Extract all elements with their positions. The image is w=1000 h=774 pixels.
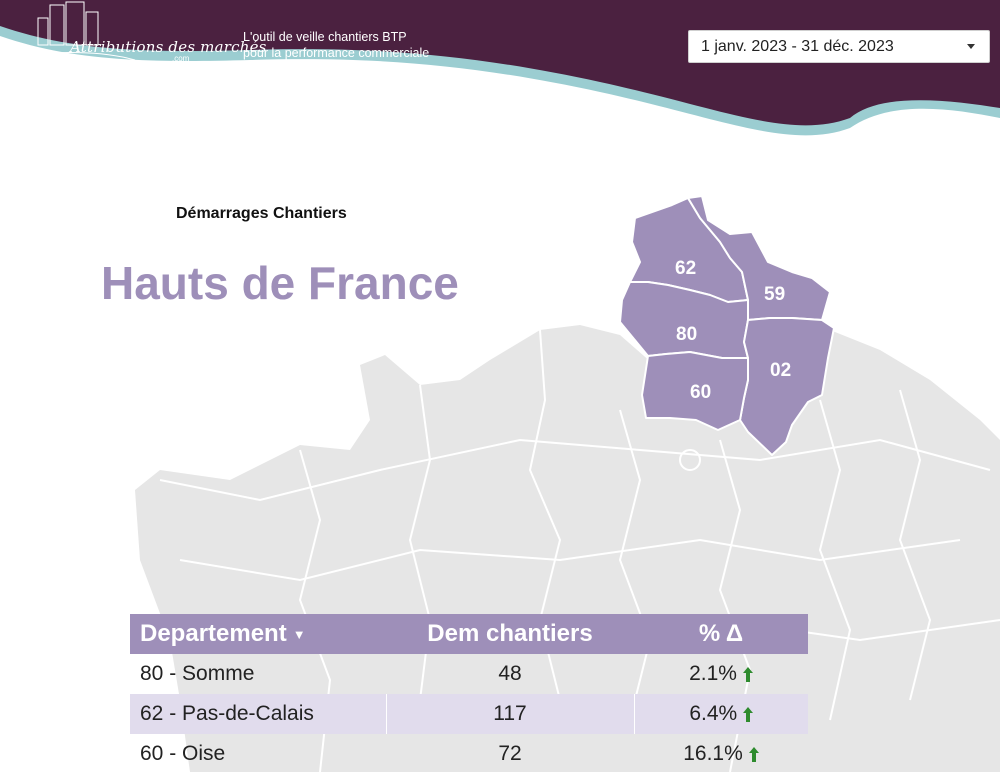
column-header-label: Dem chantiers: [427, 620, 593, 647]
table-header-row: Departement ▼ Dem chantiers % Δ: [130, 614, 808, 654]
trend-up-arrow-icon: [748, 746, 759, 762]
date-range-selector[interactable]: 1 janv. 2023 - 31 déc. 2023: [688, 30, 990, 63]
column-header-label: % Δ: [698, 620, 744, 647]
dept-label-59: 59: [764, 284, 785, 305]
departments-table: Departement ▼ Dem chantiers % Δ 80 - Somm…: [130, 614, 808, 774]
cell-pct-delta: 2.1%: [634, 654, 808, 694]
tagline-line: et prescriptrice: [243, 62, 325, 76]
cell-pct-delta: 16.1%: [634, 734, 808, 774]
dept-label-80: 80: [676, 324, 697, 345]
cell-departement: 60 - Oise: [140, 742, 226, 765]
column-header-label: Departement: [140, 620, 287, 647]
cell-departement: 62 - Pas-de-Calais: [130, 694, 386, 734]
cell-departement: 80 - Somme: [140, 662, 255, 685]
app-header: Attributions des marchés .com L'outil de…: [0, 0, 1000, 140]
pct-value: 6.4%: [689, 702, 738, 725]
tagline-line: pour la performance commerciale: [243, 46, 430, 60]
column-header-departement[interactable]: Departement ▼: [130, 614, 386, 654]
dept-label-62: 62: [675, 258, 696, 279]
dept-02-shape[interactable]: [739, 317, 835, 456]
dropdown-caret-icon: [967, 44, 975, 49]
date-range-value: 1 janv. 2023 - 31 déc. 2023: [701, 37, 894, 55]
dept-60-shape[interactable]: [641, 351, 749, 431]
region-title: Hauts de France: [101, 257, 459, 309]
trend-up-arrow-icon: [743, 706, 754, 722]
sort-down-icon[interactable]: ▼: [292, 627, 306, 643]
cell-pct-delta: 6.4%: [633, 694, 808, 734]
logo-text: Attributions des marchés: [70, 38, 267, 56]
cell-dem-chantiers: 48: [498, 662, 522, 685]
table-row[interactable]: 62 - Pas-de-Calais 117 6.4%: [130, 694, 808, 734]
tagline-line: L'outil de veille chantiers BTP: [243, 30, 407, 44]
table-row[interactable]: 60 - Oise 72 16.1%: [130, 734, 808, 774]
column-header-pct-delta[interactable]: % Δ: [634, 614, 808, 654]
tagline: L'outil de veille chantiers BTP pour la …: [243, 29, 483, 77]
dept-label-60: 60: [690, 382, 711, 403]
column-header-dem-chantiers[interactable]: Dem chantiers: [386, 614, 634, 654]
logo-subtext: .com: [172, 54, 190, 63]
trend-up-arrow-icon: [742, 666, 753, 682]
dept-label-02: 02: [770, 360, 791, 381]
pct-value: 2.1%: [689, 662, 737, 685]
cell-dem-chantiers: 72: [498, 742, 522, 765]
cell-dem-chantiers: 117: [385, 694, 634, 734]
pct-value: 16.1%: [683, 742, 743, 765]
table-row[interactable]: 80 - Somme 48 2.1%: [130, 654, 808, 694]
logo-buildings-icon: [4, 1, 136, 61]
section-title: Démarrages Chantiers: [176, 205, 347, 222]
